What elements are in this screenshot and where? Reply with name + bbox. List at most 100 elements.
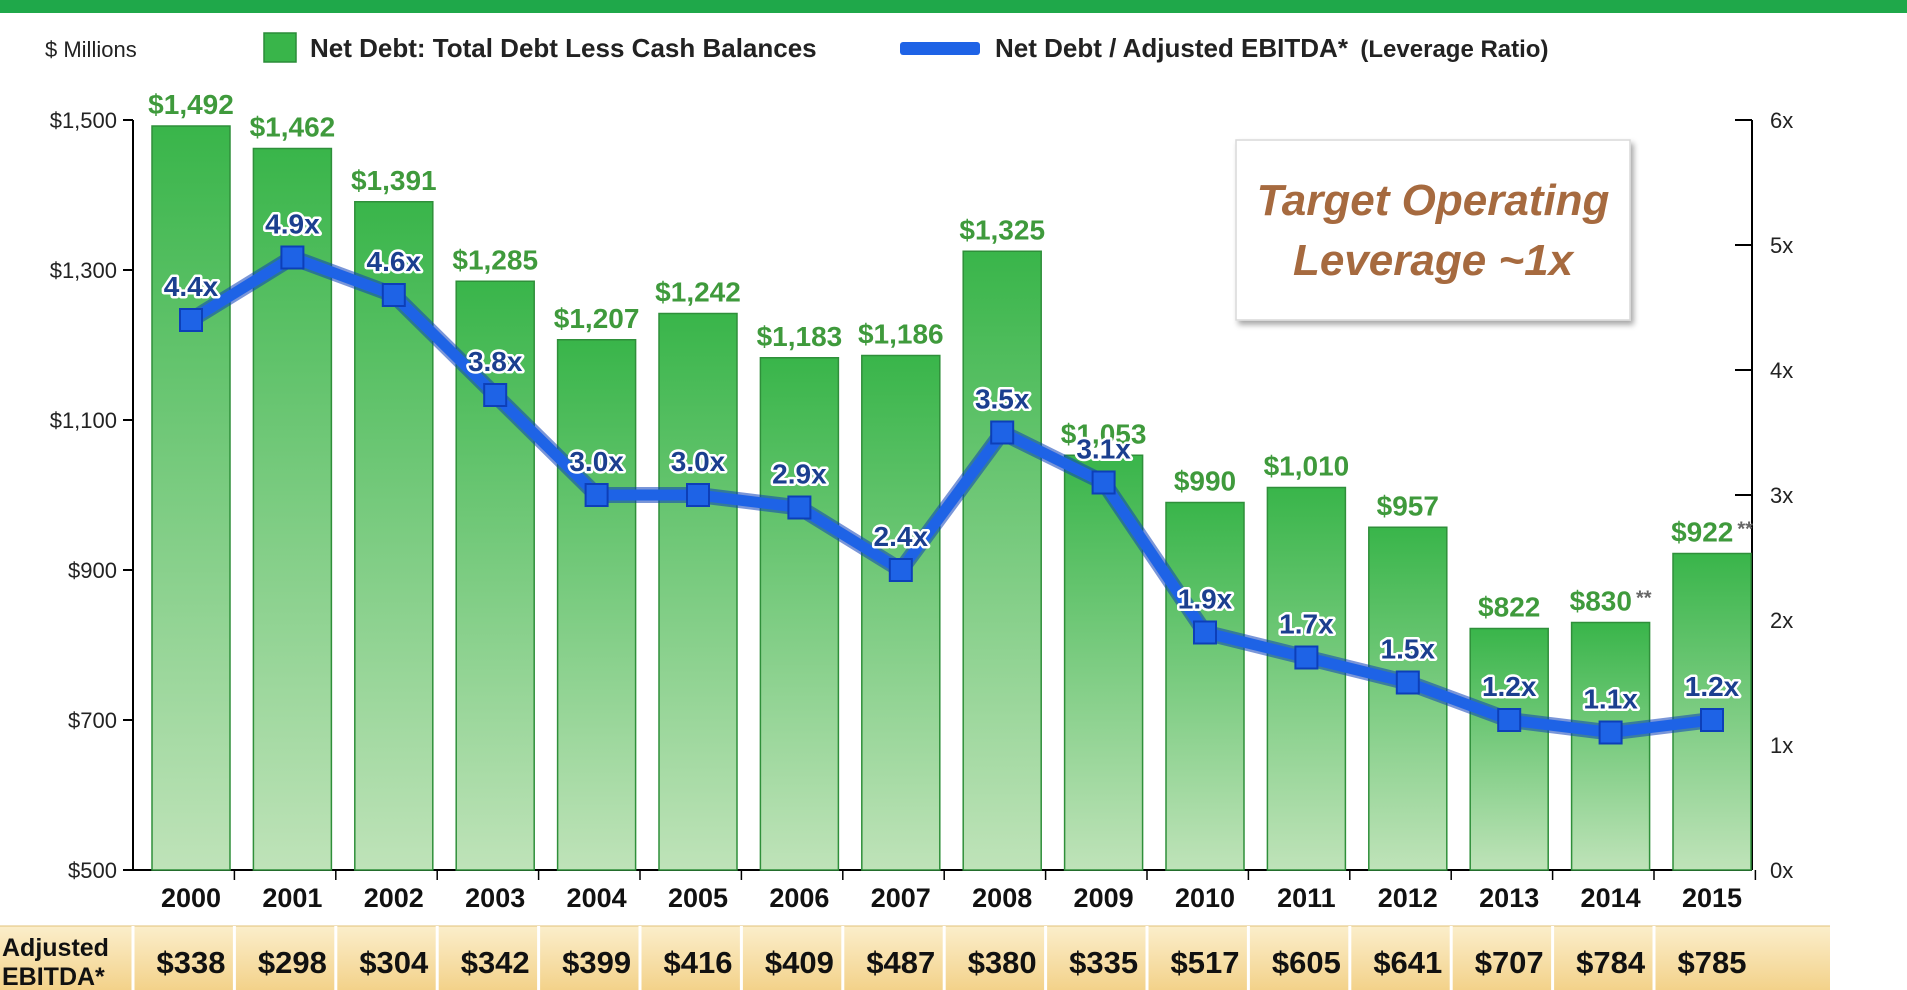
net-debt-bar-2000 — [151, 125, 231, 871]
leverage-label-2010: 1.9x — [1178, 584, 1233, 615]
leverage-marker-2007 — [888, 558, 913, 582]
ebitda-value-2002: $304 — [359, 945, 429, 980]
ebitda-value-2000: $338 — [157, 945, 226, 980]
ebitda-value-2004: $399 — [562, 945, 631, 980]
leverage-label-2000: 4.4x — [164, 271, 219, 302]
legend-line-paren: (Leverage Ratio) — [1360, 36, 1548, 63]
year-label-2002: 2002 — [364, 883, 424, 913]
leverage-label-2006: 2.9x — [772, 459, 827, 490]
right-tick-label-4: 4x — [1770, 358, 1793, 383]
leverage-label-2012: 1.5x — [1381, 634, 1436, 665]
leverage-line-group — [179, 245, 1724, 745]
leverage-label-2013: 1.2x — [1482, 671, 1537, 702]
net-debt-bar-2007 — [861, 354, 941, 871]
net-debt-bar-2011 — [1266, 486, 1347, 871]
top-accent-strip — [0, 0, 1907, 13]
legend-line-main: Net Debt / Adjusted EBITDA* — [995, 33, 1349, 63]
net-debt-label-2011: $1,010 — [1264, 451, 1350, 482]
ebitda-value-2011: $605 — [1272, 945, 1341, 980]
left-tick-label-1100: $1,100 — [50, 408, 117, 433]
leverage-marker-2003 — [483, 383, 508, 407]
year-label-2008: 2008 — [972, 883, 1032, 913]
ebitda-value-2009: $335 — [1069, 945, 1138, 980]
leverage-labels: 4.4x 4.9x 4.6x 3.8x 3.0x 3.0x 2.9x 2.4x 3.5x 3.1x… — [161, 206, 1742, 717]
leverage-marker-2004 — [584, 483, 609, 507]
year-label-2010: 2010 — [1175, 883, 1235, 913]
leverage-marker-2001 — [280, 245, 305, 270]
net-debt-label-2014: $830 ** — [1570, 586, 1652, 617]
year-label-2013: 2013 — [1479, 883, 1539, 913]
year-label-2003: 2003 — [465, 883, 525, 913]
legend-bar-swatch — [263, 32, 297, 63]
net-debt-label-2015: $922 ** — [1671, 517, 1753, 548]
net-debt-bar-2004 — [556, 339, 637, 871]
ebitda-value-2015: $785 — [1678, 945, 1747, 980]
ebitda-value-2013: $707 — [1475, 945, 1544, 980]
ebitda-value-2010: $517 — [1171, 945, 1240, 980]
net-debt-bar-2014 — [1570, 621, 1651, 871]
year-label-2011: 2011 — [1277, 883, 1336, 913]
net-debt-label-2009: $1,053 — [1061, 418, 1147, 449]
net-debt-bars — [151, 125, 1752, 871]
target-leverage-callout: Target Operating Leverage ~1x — [1235, 139, 1631, 321]
leverage-marker-2015 — [1700, 708, 1724, 732]
ebitda-values: $338 $298 $304 $342 $399 $416 $409 $487 $380 $335… — [131, 926, 1747, 990]
leverage-label-2001: 4.9x — [265, 209, 320, 240]
right-tick-label-2: 2x — [1770, 608, 1793, 633]
ebitda-value-2003: $342 — [461, 945, 530, 980]
ebitda-header-line-1: Adjusted — [2, 934, 109, 962]
leverage-marker-2013 — [1497, 708, 1522, 732]
leverage-label-2015: 1.2x — [1685, 671, 1740, 702]
leverage-marker-2005 — [686, 483, 710, 507]
leverage-label-2008: 3.5x — [975, 384, 1030, 415]
net-debt-note-2014: ** — [1636, 588, 1652, 610]
net-debt-bar-2010 — [1165, 501, 1245, 871]
left-tick-label-500: $500 — [68, 858, 117, 883]
leverage-marker-2010 — [1193, 620, 1217, 645]
leverage-label-2011: 1.7x — [1279, 609, 1334, 640]
right-tick-label-3: 3x — [1770, 483, 1793, 508]
ebitda-value-2001: $298 — [258, 945, 327, 980]
units-label: $ Millions — [45, 37, 137, 62]
leverage-marker-2012 — [1395, 670, 1420, 695]
net-debt-label-2007: $1,186 — [858, 319, 944, 350]
legend-line-label: Net Debt / Adjusted EBITDA* (Leverage Ra… — [995, 33, 1548, 63]
leverage-label-2002: 4.6x — [367, 246, 422, 277]
leverage-marker-2002 — [381, 283, 406, 307]
leverage-label-2009: 3.1x — [1076, 434, 1131, 465]
year-label-2001: 2001 — [262, 883, 322, 913]
net-debt-label-2001: $1,462 — [250, 112, 336, 143]
ebitda-value-2012: $641 — [1373, 945, 1442, 980]
callout-line-1: Target Operating — [1257, 176, 1610, 225]
leverage-label-2007: 2.4x — [874, 521, 929, 552]
leverage-label-2005: 3.0x — [671, 446, 726, 477]
net-debt-label-2000: $1,492 — [148, 89, 234, 120]
left-tick-label-900: $900 — [68, 558, 117, 583]
leverage-marker-2006 — [787, 495, 812, 520]
leverage-marker-2009 — [1091, 470, 1116, 495]
ebitda-value-2005: $416 — [664, 945, 733, 980]
leverage-marker-2014 — [1598, 720, 1623, 745]
net-debt-label-2005: $1,242 — [655, 277, 741, 308]
leverage-line — [185, 252, 1718, 738]
year-ticks: 2000 2001 2002 2003 2004 2005 2006 2007 2008 2009… — [161, 870, 1757, 913]
net-debt-label-2013: $822 — [1478, 592, 1540, 623]
callout-line-2: Leverage ~1x — [1293, 236, 1575, 285]
leverage-label-2003: 3.8x — [468, 346, 523, 377]
leverage-marker-2011 — [1294, 645, 1319, 670]
net-debt-bar-2013 — [1469, 627, 1549, 871]
ebitda-value-2006: $409 — [765, 945, 834, 980]
right-tick-label-6: 6x — [1770, 108, 1793, 133]
net-debt-label-2010: $990 — [1174, 466, 1236, 497]
year-label-2000: 2000 — [161, 883, 221, 913]
year-label-2007: 2007 — [871, 883, 931, 913]
year-label-2005: 2005 — [668, 883, 728, 913]
net-debt-label-2012: $957 — [1377, 490, 1439, 521]
net-debt-label-2002: $1,391 — [351, 165, 437, 196]
ebitda-band — [0, 926, 1830, 990]
callout-box — [1235, 139, 1631, 321]
year-label-2004: 2004 — [567, 883, 627, 913]
net-debt-bar-2005 — [658, 312, 738, 871]
net-debt-bar-2008 — [962, 250, 1042, 871]
